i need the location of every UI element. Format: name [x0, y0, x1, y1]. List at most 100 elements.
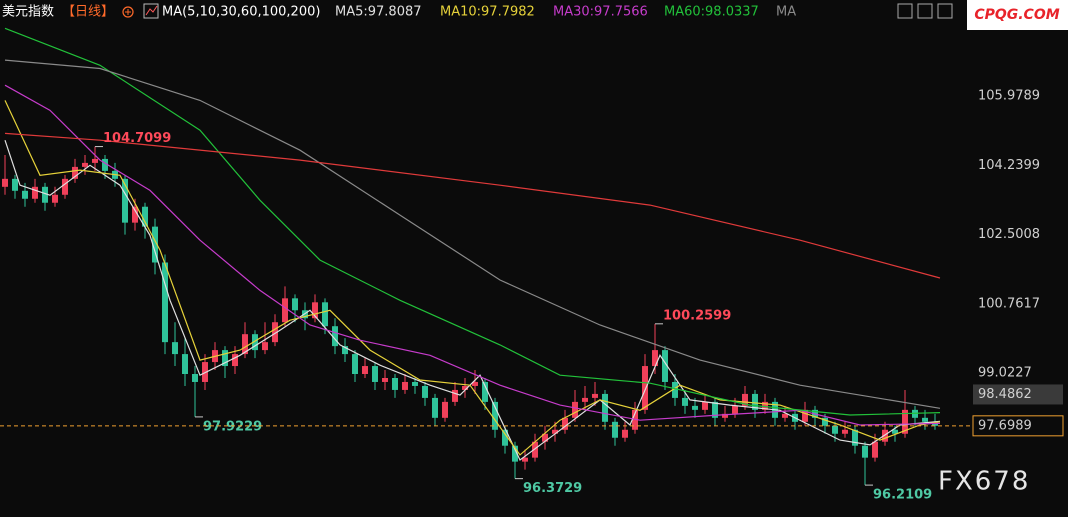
ma-line — [4, 84, 941, 426]
candle-body — [522, 457, 528, 462]
symbol: 美元指数 — [2, 5, 54, 20]
candle-body — [142, 206, 148, 227]
candle-body — [372, 366, 378, 382]
candle-body — [132, 206, 138, 223]
y-tick-label: 100.7617 — [978, 296, 1040, 311]
candle-body — [572, 401, 578, 418]
candle-body — [252, 334, 258, 351]
tool-button[interactable] — [937, 3, 953, 19]
candle-body — [682, 397, 688, 406]
candle-body — [722, 413, 728, 418]
candle-body — [412, 381, 418, 386]
candle-body — [2, 178, 8, 187]
candle-body — [352, 354, 358, 375]
candle-body — [242, 334, 248, 355]
tool-button[interactable] — [917, 3, 933, 19]
tool-button[interactable] — [897, 3, 913, 19]
candle-body — [402, 381, 408, 390]
candle-body — [822, 417, 828, 426]
candle-body — [392, 377, 398, 390]
candle-body — [422, 385, 428, 398]
candle-body — [602, 393, 608, 422]
candle-body — [442, 401, 448, 418]
candle-body — [872, 441, 878, 458]
candle-body — [882, 429, 888, 442]
legend-entry: MA — [776, 5, 796, 20]
candle-body — [102, 158, 108, 171]
legend-entry: MA10:97.7982 — [440, 5, 535, 20]
candle-body — [462, 385, 468, 390]
annotation-label: 96.2109 — [873, 488, 932, 503]
candle-body — [842, 429, 848, 434]
indicator: MA(5,10,30,60,100,200) — [162, 5, 320, 20]
annotation-label: 96.3729 — [523, 481, 582, 496]
logo: CPQG.COM — [974, 7, 1059, 23]
candle-body — [312, 302, 318, 319]
indicator-icon[interactable] — [143, 3, 159, 19]
candle-body — [612, 421, 618, 438]
candle-body — [162, 262, 168, 343]
candle-body — [802, 409, 808, 422]
candle-body — [262, 342, 268, 351]
candle-body — [502, 429, 508, 446]
candle-body — [152, 226, 158, 263]
candle-body — [662, 350, 668, 382]
candle-body — [482, 381, 488, 402]
candle-body — [732, 405, 738, 414]
toolbar — [897, 3, 953, 19]
price-box — [973, 384, 1063, 405]
candle-body — [172, 342, 178, 355]
candle-body — [92, 158, 98, 163]
y-tick-label: 102.5008 — [978, 227, 1040, 242]
y-tick-label: 105.9789 — [978, 89, 1040, 104]
candle-body — [82, 162, 88, 167]
candle-body — [642, 366, 648, 410]
add-icon[interactable] — [122, 6, 134, 18]
candle-body — [282, 298, 288, 323]
candle-body — [832, 425, 838, 434]
annotation-label: 100.2599 — [663, 308, 731, 323]
ma-line — [4, 132, 941, 279]
candle-body — [382, 377, 388, 382]
candle-body — [862, 445, 868, 458]
price-marker-label: 98.4862 — [978, 387, 1032, 402]
ma-line — [4, 100, 941, 456]
candle-body — [292, 298, 298, 311]
candle-body — [552, 429, 558, 434]
annotation-label: 104.7099 — [103, 131, 171, 146]
candle-body — [62, 178, 68, 195]
candle-body — [472, 381, 478, 386]
candle-body — [182, 354, 188, 375]
candle-body — [702, 401, 708, 410]
candle-body — [492, 401, 498, 430]
candle-body — [192, 374, 198, 382]
header-bar — [0, 0, 900, 22]
candle-body — [272, 322, 278, 343]
logo-box — [967, 0, 1068, 30]
ma-line — [4, 140, 941, 461]
candle-body — [32, 186, 38, 199]
candle-body — [222, 350, 228, 367]
price-box — [972, 415, 1064, 437]
candle-body — [362, 366, 368, 375]
legend-entry: MA30:97.7566 — [553, 5, 648, 20]
candle-body — [452, 389, 458, 402]
watermark: FX678 — [938, 467, 1030, 497]
ma-line — [4, 59, 941, 409]
candle-body — [852, 429, 858, 446]
price-marker-label: 97.6989 — [978, 418, 1032, 433]
y-tick-label: 104.2399 — [978, 158, 1040, 173]
candle-body — [712, 401, 718, 418]
candle-body — [922, 417, 928, 422]
candle-body — [692, 405, 698, 410]
price-axis: 99.0227 100.7617 102.5008 104.2399 105.9789 9… — [972, 89, 1064, 437]
candle-body — [52, 194, 58, 203]
candle-body — [322, 302, 328, 327]
period[interactable]: 【日线】 — [62, 5, 114, 20]
candle-body — [42, 186, 48, 203]
plot-area: 104.7099 97.9229 96.3729 100.2599 96.2109 — [0, 27, 973, 503]
candle-body — [122, 178, 128, 223]
candle-body — [542, 433, 548, 442]
